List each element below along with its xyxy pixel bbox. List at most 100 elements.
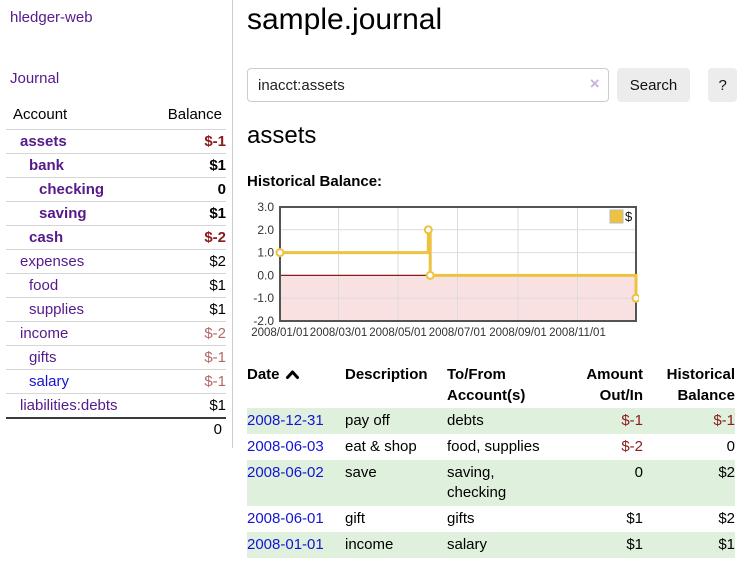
date-cell: 2008-06-02 (247, 460, 345, 506)
data-point (631, 293, 639, 303)
account-balance: $2 (144, 249, 226, 274)
help-button[interactable]: ? (708, 68, 737, 102)
transaction-date-link[interactable]: 2008-01-01 (247, 536, 324, 553)
search-button[interactable]: Search (616, 68, 691, 102)
balance-cell: $2 (718, 510, 735, 527)
balance-cell: $-1 (713, 412, 735, 429)
amount-cell: 0 (634, 464, 643, 481)
app-title-link[interactable]: hledger-web (10, 9, 93, 26)
x-tick-label: 2008/09/01 (489, 327, 547, 339)
account-heading: assets (247, 122, 317, 149)
account-balance: $1 (144, 297, 226, 322)
transaction-date-link[interactable]: 2008-12-31 (247, 412, 324, 429)
account-link-food[interactable]: food (29, 277, 59, 294)
account-name-cell: gifts (6, 345, 145, 370)
account-row: bank $1 (6, 153, 226, 178)
data-point (275, 248, 285, 258)
account-link-bank[interactable]: bank (29, 157, 65, 174)
account-link-checking[interactable]: checking (39, 181, 105, 198)
register-body: 2008-12-31 pay off debts $-1 $-1 2008-06-03 ea… (247, 408, 735, 558)
x-tick-label: 2008/01/01 (251, 327, 309, 339)
account-name-cell: liabilities:debts (6, 393, 145, 418)
account-row: saving $1 (6, 201, 226, 226)
y-tick-label: -2.0 (253, 314, 274, 328)
search-input-wrap: × (247, 68, 609, 102)
account-row: food $1 (6, 273, 226, 298)
account-name-cell: cash (6, 225, 145, 250)
account-balance: $-1 (144, 345, 226, 370)
account-balance: $1 (144, 201, 226, 226)
sidebar-item-journal[interactable]: Journal (10, 70, 60, 87)
register-table: Date Description To/From Account(s) Amou… (247, 362, 735, 558)
description-cell: income (345, 536, 394, 553)
register-row: 2008-06-02 save saving, checking 0 $2 (247, 460, 735, 506)
account-link-saving[interactable]: saving (39, 205, 87, 222)
account-balance: 0 (144, 177, 226, 202)
account-row: checking 0 (6, 177, 226, 202)
accounts-table: Account Balance assets $-1 bank $1 checking 0… (6, 103, 226, 440)
accounts-total-spacer (6, 417, 145, 440)
data-point (423, 225, 433, 235)
account-balance: $-1 (144, 369, 226, 394)
register-header-date[interactable]: Date (247, 362, 345, 408)
amount-cell: $-1 (621, 412, 643, 429)
register-header-row: Date Description To/From Account(s) Amou… (247, 362, 735, 408)
transaction-date-link[interactable]: 2008-06-02 (247, 464, 324, 481)
amount-cell: $1 (626, 510, 643, 527)
y-tick-label: 2.0 (257, 223, 274, 237)
register-header-description: Description (345, 366, 428, 383)
search-input[interactable] (247, 68, 609, 102)
chart-title: Historical Balance: (247, 173, 383, 190)
account-link-supplies[interactable]: supplies (29, 301, 85, 318)
account-balance: $1 (144, 393, 226, 418)
page-title: sample.journal (247, 3, 443, 36)
account-row: supplies $1 (6, 297, 226, 322)
x-tick-label: 2008/03/01 (310, 327, 368, 339)
account-name-cell: assets (6, 130, 145, 154)
account-name-cell: expenses (6, 249, 145, 274)
account-name-cell: bank (6, 153, 145, 178)
x-tick-label: 2008/05/01 (369, 327, 427, 339)
y-tick-label: 1.0 (257, 246, 274, 260)
register-row: 2008-12-31 pay off debts $-1 $-1 (247, 408, 735, 434)
accounts-cell: salary (447, 536, 488, 553)
account-row: assets $-1 (6, 130, 226, 154)
account-link-expenses[interactable]: expenses (20, 253, 85, 270)
date-cell: 2008-01-01 (247, 532, 345, 558)
account-link-gifts[interactable]: gifts (29, 349, 57, 366)
description-cell: pay off (345, 412, 390, 429)
accounts-total-row: 0 (6, 417, 226, 440)
account-link-salary[interactable]: salary (29, 373, 70, 390)
accounts-header-account: Account (6, 103, 145, 130)
account-balance: $1 (144, 273, 226, 298)
accounts-cell: gifts (447, 510, 475, 527)
date-cell: 2008-12-31 (247, 408, 345, 434)
account-link-assets[interactable]: assets (20, 133, 67, 150)
y-tick-label: -1.0 (253, 291, 274, 305)
register-header-amount: Amount Out/In (586, 366, 643, 404)
accounts-cell: debts (447, 412, 484, 429)
date-cell: 2008-06-01 (247, 506, 345, 532)
description-cell: eat & shop (345, 438, 417, 455)
account-link-cash[interactable]: cash (29, 229, 64, 246)
amount-cell: $-2 (621, 438, 643, 455)
account-name-cell: checking (6, 177, 145, 202)
sidebar: hledger-web Journal Account Balance asse… (0, 0, 233, 448)
search-form: × Search ? (247, 68, 737, 102)
data-point (425, 270, 435, 280)
x-tick-label: 2008/07/01 (429, 327, 487, 339)
transaction-date-link[interactable]: 2008-06-03 (247, 438, 324, 455)
x-tick-label: 2008/11/01 (549, 327, 606, 339)
register-row: 2008-01-01 income salary $1 $1 (247, 532, 735, 558)
y-tick-label: 0.0 (257, 268, 274, 282)
account-row: expenses $2 (6, 249, 226, 274)
account-link-income[interactable]: income (20, 325, 69, 342)
register-header-accounts: To/From Account(s) (447, 366, 526, 404)
account-link-liabilities-debts[interactable]: liabilities:debts (20, 397, 118, 414)
accounts-header-row: Account Balance (6, 103, 226, 130)
clear-search-icon[interactable]: × (589, 74, 600, 93)
chart-legend: $ (609, 209, 633, 224)
transaction-date-link[interactable]: 2008-06-01 (247, 510, 324, 527)
